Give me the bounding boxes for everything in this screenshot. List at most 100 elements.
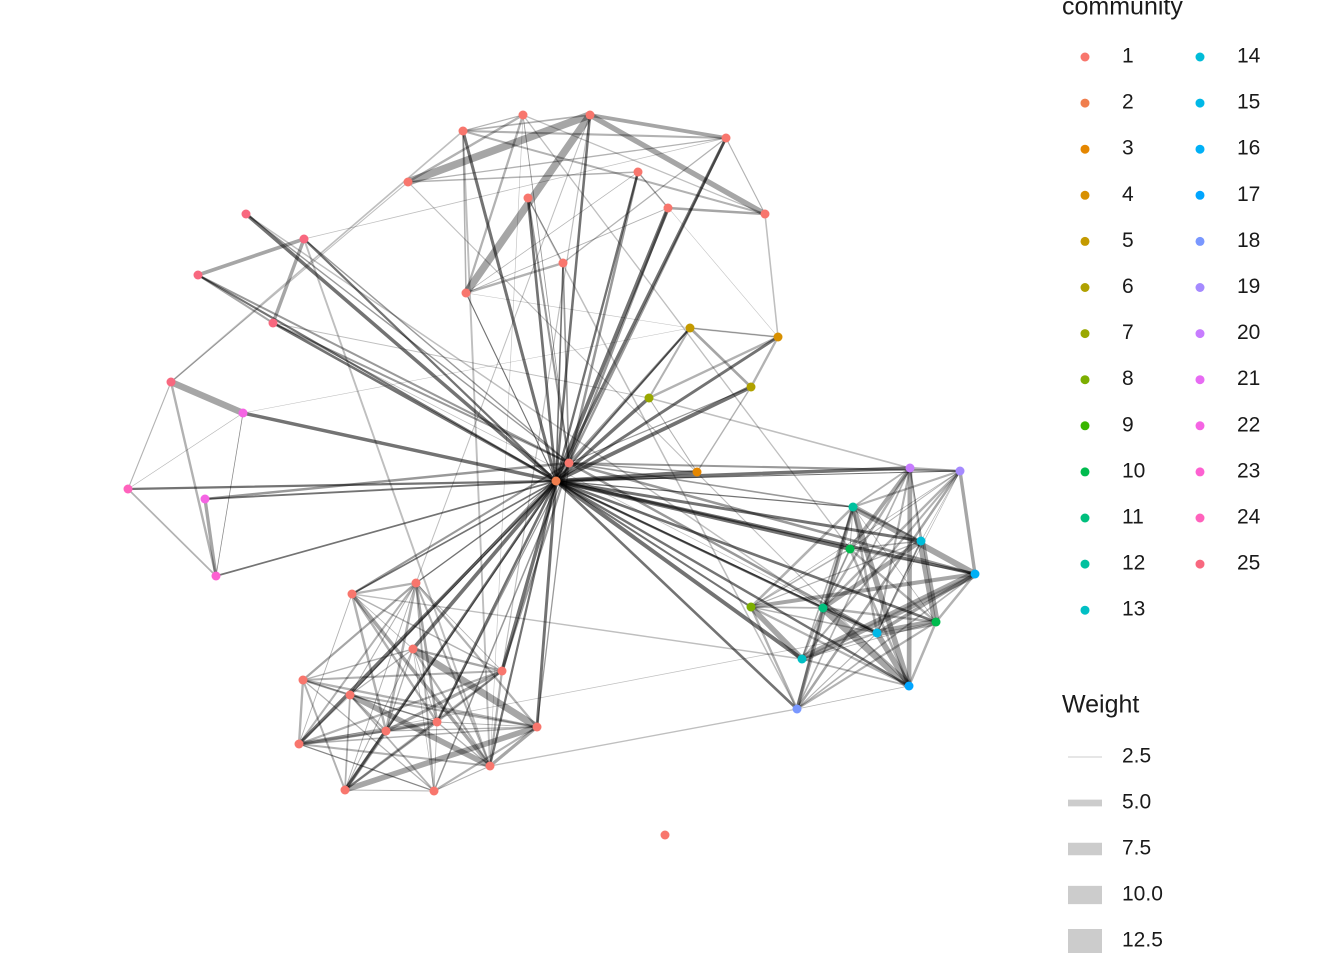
node (485, 761, 495, 771)
edge (303, 238, 491, 767)
node (294, 739, 304, 749)
edge (301, 678, 352, 697)
edge (244, 212, 558, 483)
legend-key (1080, 283, 1090, 292)
legend-key (1195, 283, 1205, 292)
edge (462, 130, 491, 767)
legend-key (1195, 190, 1205, 200)
edge (411, 479, 558, 651)
legend-label: 17 (1237, 183, 1260, 206)
legend-key (1080, 513, 1090, 523)
edge (749, 605, 799, 711)
legend-label: 12.5 (1122, 929, 1163, 952)
edge (296, 719, 440, 747)
edge (298, 743, 435, 792)
edge (127, 412, 244, 490)
legend-label: 9 (1122, 413, 1134, 436)
edge (196, 237, 306, 277)
edge (411, 647, 492, 768)
edge (385, 726, 538, 732)
edge (820, 538, 924, 611)
edge (245, 213, 824, 609)
legend-key (1195, 375, 1205, 385)
edge (411, 647, 504, 673)
edge (488, 725, 539, 768)
edge (298, 593, 353, 745)
edge (748, 604, 805, 662)
edge (527, 197, 798, 710)
edge (461, 129, 558, 483)
edge (647, 326, 692, 400)
edge (462, 130, 467, 294)
node (660, 830, 670, 840)
edge (302, 679, 435, 792)
edge (297, 678, 305, 746)
legend-label: 10.0 (1122, 883, 1163, 906)
edge (821, 469, 962, 610)
edge (170, 130, 464, 383)
edge (464, 113, 525, 295)
node (585, 110, 595, 120)
edge (203, 461, 571, 501)
edge (343, 479, 558, 792)
edge (852, 506, 937, 623)
edge (688, 326, 753, 389)
edge (554, 479, 977, 576)
legend-title: Weight (1062, 691, 1139, 719)
edge (554, 479, 911, 688)
edge (204, 480, 557, 500)
edge (196, 273, 571, 465)
edge (415, 582, 503, 672)
edge (666, 206, 767, 216)
edge (822, 548, 851, 609)
edge (342, 724, 540, 793)
legend-label: 23 (1237, 459, 1260, 482)
node (461, 288, 471, 298)
edge (850, 504, 912, 689)
edge (876, 540, 922, 634)
legend-label: 22 (1237, 413, 1260, 436)
legend-key (1195, 98, 1205, 108)
edge (433, 721, 438, 792)
node (931, 617, 941, 627)
edge (343, 720, 439, 792)
legend-label: 5 (1122, 229, 1134, 252)
node (551, 476, 561, 486)
edge (554, 479, 938, 624)
edge (908, 466, 923, 543)
edge (764, 213, 779, 338)
edge (433, 765, 491, 792)
edge (302, 648, 414, 681)
nodes (123, 110, 980, 840)
legend-label: 13 (1122, 598, 1145, 621)
edge (689, 327, 779, 338)
edge (801, 621, 937, 660)
edge (567, 136, 728, 465)
node (211, 571, 221, 581)
edge (917, 537, 940, 626)
edge (302, 679, 346, 791)
edge (302, 237, 558, 483)
edge (404, 111, 594, 186)
legend-label: 2.5 (1122, 745, 1151, 768)
edge (562, 137, 727, 264)
node (340, 785, 350, 795)
edge (851, 505, 923, 543)
edge (795, 606, 825, 711)
edge (648, 397, 911, 469)
edge (351, 593, 803, 660)
legend-label: 10 (1122, 459, 1145, 482)
node (429, 786, 439, 796)
edge (349, 694, 438, 723)
legend-key (1080, 236, 1090, 246)
node (872, 628, 882, 638)
legend-key (1080, 52, 1090, 62)
edge (849, 506, 854, 550)
node (408, 644, 418, 654)
legend-label: 4 (1122, 183, 1134, 206)
edge (798, 570, 979, 663)
edge (302, 679, 438, 723)
edge (462, 114, 524, 132)
edge (796, 467, 911, 710)
edge (796, 685, 910, 710)
